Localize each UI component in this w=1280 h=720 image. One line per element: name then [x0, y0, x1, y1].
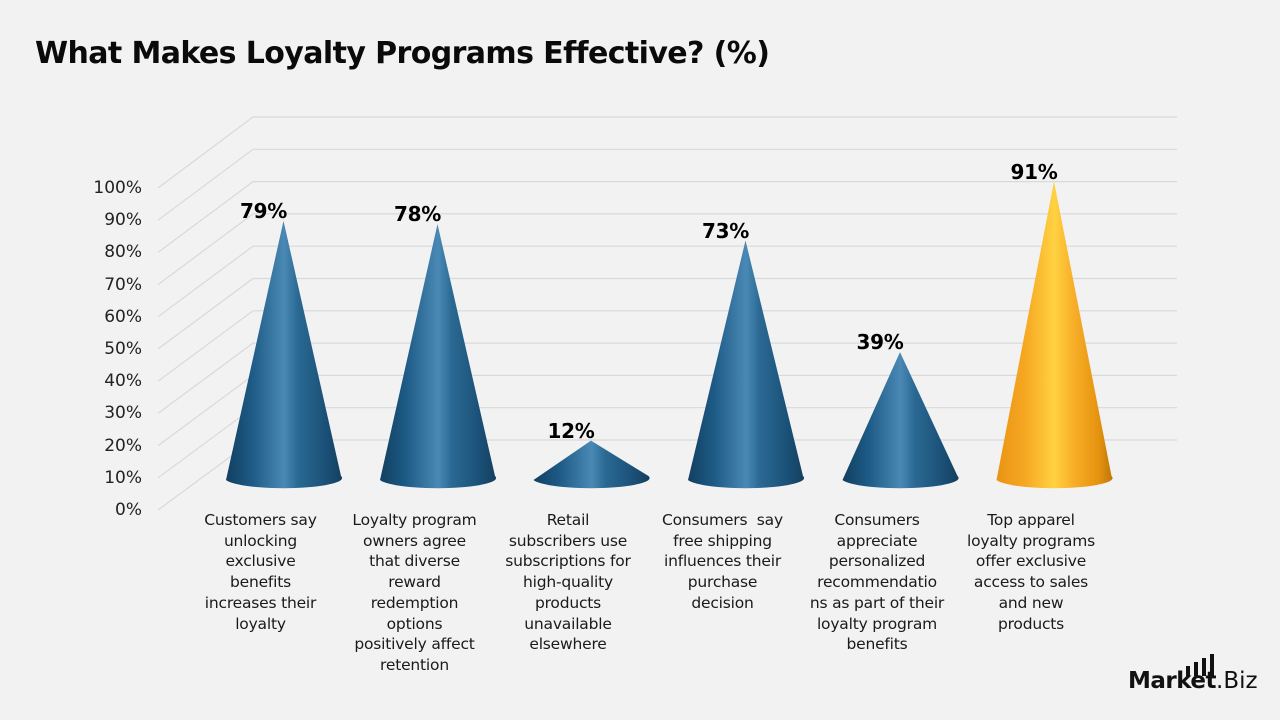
cone-bar: [688, 240, 805, 489]
cone-bar: [533, 440, 650, 489]
bar-chart-logo-icon: [1186, 654, 1214, 676]
cone-bar: [226, 220, 343, 489]
category-label: Loyalty program owners agree that diverse r…: [352, 511, 477, 674]
cone-bar: [842, 352, 959, 489]
marketbiz-logo: Market .Biz: [1128, 654, 1258, 694]
y-tick-label: 20%: [104, 435, 142, 456]
y-tick-label: 50%: [104, 339, 142, 359]
y-tick-label: 90%: [104, 210, 142, 231]
gridline-diagonal: [157, 407, 254, 479]
data-label: 78%: [394, 202, 441, 227]
data-label: 39%: [856, 330, 904, 355]
data-label: 12%: [547, 418, 595, 443]
category-label: Consumers appreciate personalized recommend…: [809, 511, 945, 654]
y-tick-label: 70%: [104, 274, 142, 295]
gridline-diagonal: [157, 181, 254, 253]
y-tick-label: 30%: [104, 403, 142, 424]
category-label: Top apparel loyalty programs offer exclusi…: [967, 511, 1095, 633]
logo-text-market: Market: [1128, 668, 1217, 694]
y-tick-label: 60%: [104, 306, 142, 327]
y-tick-label: 80%: [104, 242, 142, 263]
category-label: Consumers say free shipping influences the…: [662, 511, 783, 612]
cones: [226, 181, 1113, 489]
y-tick-label: 0%: [115, 500, 142, 520]
gridline-diagonal: [157, 245, 254, 318]
gridline-diagonal: [157, 342, 254, 414]
cone-bar: [380, 224, 497, 489]
gridline-diagonal: [157, 310, 254, 382]
data-label: 73%: [702, 218, 749, 243]
cone-bar: [996, 181, 1113, 489]
logo-text-biz: .Biz: [1216, 668, 1258, 694]
y-tick-label: 100%: [93, 178, 142, 198]
gridline-diagonal: [157, 374, 254, 447]
gridline-diagonal: [157, 213, 254, 286]
data-label: 91%: [1010, 159, 1058, 184]
gridline-diagonal: [157, 148, 254, 221]
category-label: Retail subscribers use subscriptions for hi…: [505, 511, 631, 654]
y-tick-label: 40%: [104, 371, 142, 392]
gridline-diagonal: [157, 278, 254, 350]
y-tick-label: 10%: [104, 467, 142, 488]
data-label: 79%: [240, 198, 287, 223]
gridline-diagonal: [157, 116, 254, 189]
chart-title: What Makes Loyalty Programs Effective? (…: [35, 36, 770, 71]
category-label: Customers say unlocking exclusive benefits i…: [204, 511, 317, 633]
